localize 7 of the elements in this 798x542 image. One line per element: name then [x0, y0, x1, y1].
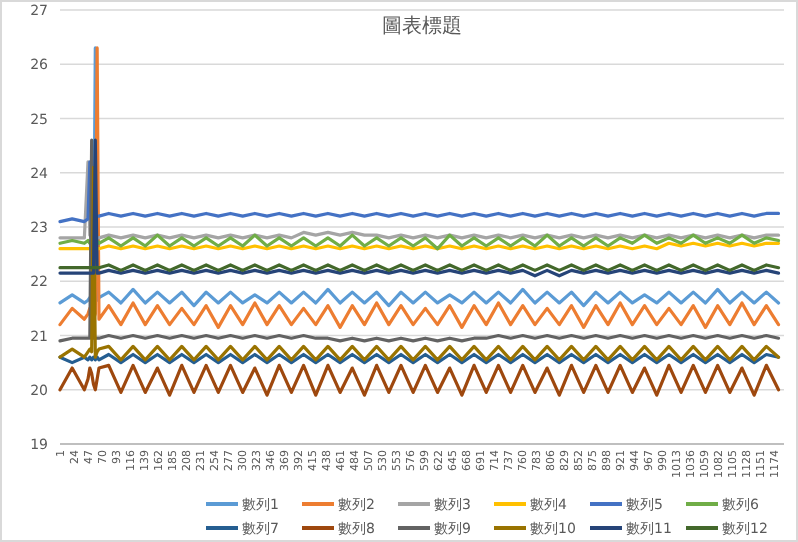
chart-title: 圖表標題: [382, 14, 462, 38]
line-series: [58, 138, 781, 343]
line-series: [58, 160, 781, 224]
line-series: [58, 138, 781, 278]
line-series: [58, 165, 781, 362]
line-series: [58, 363, 781, 397]
line-series: [58, 160, 781, 240]
